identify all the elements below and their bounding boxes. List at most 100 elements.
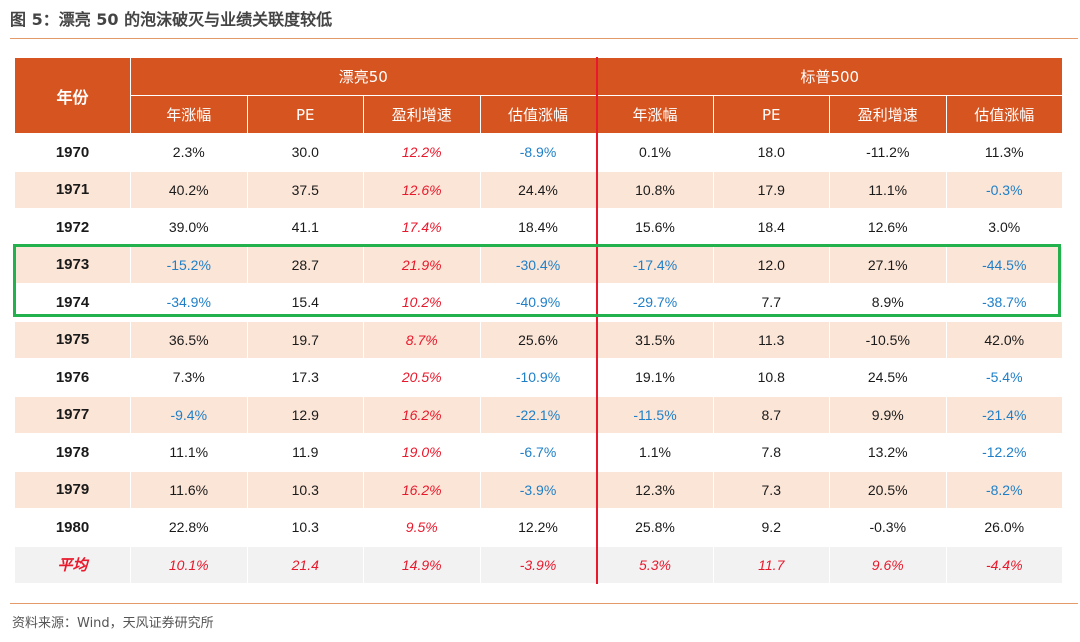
figure-title: 图 5：漂亮 50 的泡沫破灭与业绩关联度较低: [10, 10, 333, 29]
header-col: 盈利增速: [363, 95, 481, 134]
table-cell: -15.2%: [130, 245, 248, 284]
table-cell: -40.9%: [479, 283, 598, 322]
table-cell: -6.7%: [479, 433, 598, 472]
table-cell: 13.2%: [829, 433, 947, 472]
table-cell: 10.2%: [363, 283, 481, 322]
table-cell: -17.4%: [596, 245, 714, 284]
table-cell: -0.3%: [829, 508, 947, 547]
table-cell: -11.5%: [596, 395, 714, 434]
year-cell: 1972: [14, 208, 131, 247]
table-cell: 17.3: [246, 358, 364, 397]
table-cell: -21.4%: [945, 395, 1063, 434]
header-year: 年份: [14, 57, 131, 134]
table-cell: -22.1%: [479, 395, 598, 434]
table-cell: 11.6%: [130, 470, 248, 509]
table-cell: 12.6%: [829, 208, 947, 247]
table-cell: -10.9%: [479, 358, 598, 397]
table-cell: -4.4%: [945, 545, 1063, 584]
header-col: PE: [246, 95, 364, 134]
header-col: 估值涨幅: [945, 95, 1063, 134]
table-cell: 21.4: [246, 545, 364, 584]
table-cell: 11.7: [712, 545, 830, 584]
table-cell: 3.0%: [945, 208, 1063, 247]
year-cell: 1978: [14, 433, 131, 472]
table-cell: 22.8%: [130, 508, 248, 547]
table-cell: 8.7: [712, 395, 830, 434]
table-cell: 31.5%: [596, 320, 714, 359]
source-rule: [10, 603, 1078, 604]
table-cell: -8.2%: [945, 470, 1063, 509]
title-rule: [10, 38, 1078, 39]
table-cell: 8.9%: [829, 283, 947, 322]
table-cell: 20.5%: [829, 470, 947, 509]
table-cell: 27.1%: [829, 245, 947, 284]
table-cell: 7.8: [712, 433, 830, 472]
table-cell: 9.2: [712, 508, 830, 547]
table-cell: 9.6%: [829, 545, 947, 584]
header-col: 估值涨幅: [479, 95, 598, 134]
table-cell: 12.0: [712, 245, 830, 284]
table-cell: 25.8%: [596, 508, 714, 547]
table-cell: 39.0%: [130, 208, 248, 247]
header-group-1: 漂亮50: [130, 57, 598, 96]
table-cell: 10.1%: [130, 545, 248, 584]
table-cell: 12.3%: [596, 470, 714, 509]
header-col: PE: [712, 95, 830, 134]
year-cell: 1971: [14, 170, 131, 209]
table-cell: 20.5%: [363, 358, 481, 397]
table-cell: -10.5%: [829, 320, 947, 359]
table-cell: 10.8%: [596, 170, 714, 209]
year-cell: 1974: [14, 283, 131, 322]
table-cell: 11.3%: [945, 133, 1063, 172]
table-cell: 16.2%: [363, 395, 481, 434]
table-row: 1975 36.5% 19.7 8.7% 25.6% 31.5% 11.3 -10.5% 42.…: [14, 320, 1063, 359]
table-cell: 9.5%: [363, 508, 481, 547]
table-cell: 1.1%: [596, 433, 714, 472]
table-cell: 8.7%: [363, 320, 481, 359]
table-cell: 16.2%: [363, 470, 481, 509]
table-cell: 17.4%: [363, 208, 481, 247]
table-cell: 17.9: [712, 170, 830, 209]
table-row: 1976 7.3% 17.3 20.5% -10.9% 19.1% 10.8 24.5% -5.…: [14, 358, 1063, 397]
table-cell: 11.3: [712, 320, 830, 359]
header-group-2: 标普500: [596, 57, 1063, 96]
table-cell: -5.4%: [945, 358, 1063, 397]
table-row: 1972 39.0% 41.1 17.4% 18.4% 15.6% 18.4 12.6% 3.0…: [14, 208, 1063, 247]
header-col: 年涨幅: [596, 95, 714, 134]
table-cell: 36.5%: [130, 320, 248, 359]
table-cell: -34.9%: [130, 283, 248, 322]
table-cell: 0.1%: [596, 133, 714, 172]
table-row: 1979 11.6% 10.3 16.2% -3.9% 12.3% 7.3 20.5% -8.2…: [14, 470, 1063, 509]
year-cell: 1973: [14, 245, 131, 284]
table-row: 1977 -9.4% 12.9 16.2% -22.1% -11.5% 8.7 9.9% -21…: [14, 395, 1063, 434]
table-cell: 21.9%: [363, 245, 481, 284]
table-cell: 11.9: [246, 433, 364, 472]
table-cell: -8.9%: [479, 133, 598, 172]
table-cell: 11.1%: [130, 433, 248, 472]
table-cell: 26.0%: [945, 508, 1063, 547]
table-cell: -11.2%: [829, 133, 947, 172]
table-row: 1971 40.2% 37.5 12.6% 24.4% 10.8% 17.9 11.1% -0.…: [14, 170, 1063, 209]
table-row: 1974 -34.9% 15.4 10.2% -40.9% -29.7% 7.7 8.9% -3…: [14, 283, 1063, 322]
table-cell: 25.6%: [479, 320, 598, 359]
table-cell: 24.4%: [479, 170, 598, 209]
header-col: 盈利增速: [829, 95, 947, 134]
table-cell: 18.4: [712, 208, 830, 247]
table-cell: 42.0%: [945, 320, 1063, 359]
table-row: 1980 22.8% 10.3 9.5% 12.2% 25.8% 9.2 -0.3% 26.0%: [14, 508, 1063, 547]
table-row: 1978 11.1% 11.9 19.0% -6.7% 1.1% 7.8 13.2% -12.2…: [14, 433, 1063, 472]
table-cell: -30.4%: [479, 245, 598, 284]
table-cell: -44.5%: [945, 245, 1063, 284]
table-cell: 12.2%: [479, 508, 598, 547]
table-row: 1970 2.3% 30.0 12.2% -8.9% 0.1% 18.0 -11.2% 11.3…: [14, 133, 1063, 172]
table-cell: 19.0%: [363, 433, 481, 472]
table-cell: 24.5%: [829, 358, 947, 397]
table-cell: -12.2%: [945, 433, 1063, 472]
header-col: 年涨幅: [130, 95, 248, 134]
source-note: 资料来源：Wind，天风证券研究所: [12, 616, 214, 631]
year-cell: 1979: [14, 470, 131, 509]
table-cell: 15.6%: [596, 208, 714, 247]
year-cell: 1980: [14, 508, 131, 547]
table-cell: 18.4%: [479, 208, 598, 247]
table-cell: 28.7: [246, 245, 364, 284]
